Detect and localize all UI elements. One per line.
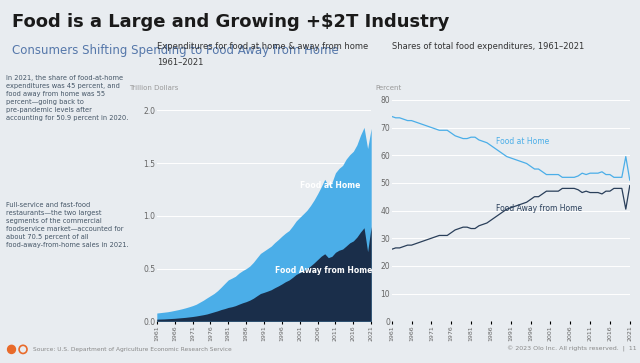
Text: Food is a Large and Growing +$2T Industry: Food is a Large and Growing +$2T Industr… <box>12 13 449 31</box>
Text: In 2021, the share of food-at-home
expenditures was 45 percent, and
food away fr: In 2021, the share of food-at-home expen… <box>6 75 129 121</box>
Text: Food at Home: Food at Home <box>300 182 361 191</box>
Text: Percent: Percent <box>375 85 401 91</box>
Text: Food Away from Home: Food Away from Home <box>275 266 372 274</box>
Text: Trillion Dollars: Trillion Dollars <box>129 85 179 91</box>
Text: Food Away from Home: Food Away from Home <box>497 204 582 213</box>
Text: Consumers Shifting Spending to Food Away from Home: Consumers Shifting Spending to Food Away… <box>12 45 339 57</box>
Text: Full-service and fast-food
restaurants—the two largest
segments of the commercia: Full-service and fast-food restaurants—t… <box>6 202 129 248</box>
Ellipse shape <box>8 345 15 354</box>
Text: Food at Home: Food at Home <box>497 137 550 146</box>
Text: Expenditures for food at home & away from home: Expenditures for food at home & away fro… <box>157 42 368 51</box>
Text: © 2023 Olo Inc. All rights reserved.  |  11: © 2023 Olo Inc. All rights reserved. | 1… <box>507 346 637 352</box>
Text: Source: U.S. Department of Agriculture Economic Research Service: Source: U.S. Department of Agriculture E… <box>33 347 232 352</box>
Text: Shares of total food expenditures, 1961–2021: Shares of total food expenditures, 1961–… <box>392 42 584 51</box>
Text: 1961–2021: 1961–2021 <box>157 58 203 67</box>
